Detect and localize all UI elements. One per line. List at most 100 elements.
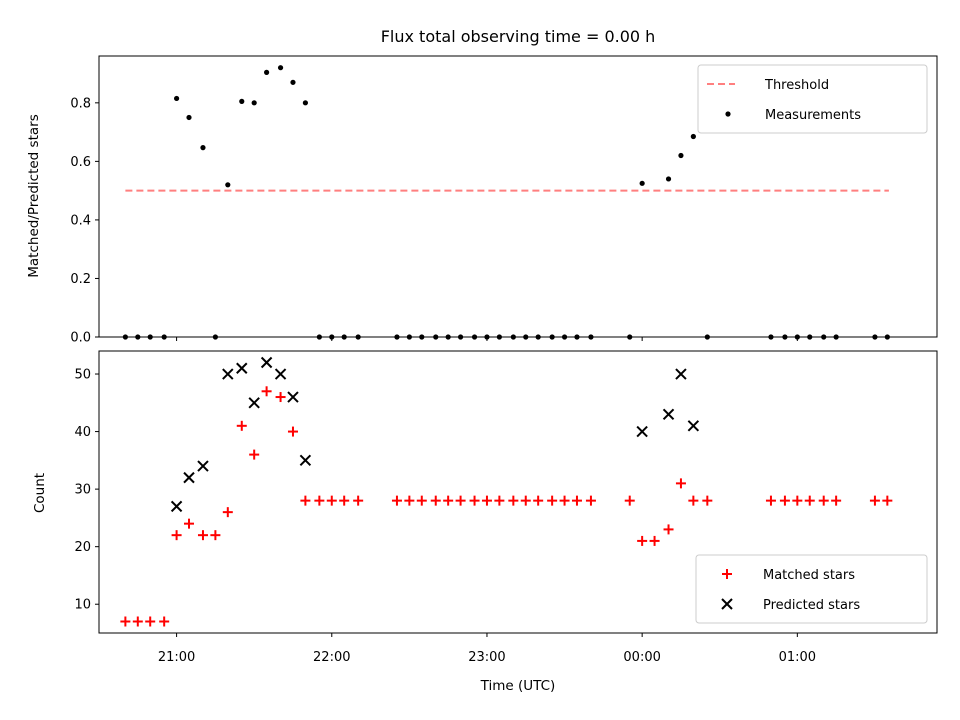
legend-predicted-swatch bbox=[721, 598, 733, 610]
cross-b bbox=[236, 362, 248, 374]
legend-threshold-label: Threshold bbox=[764, 78, 829, 93]
bottom-y-tick-label: 10 bbox=[74, 598, 91, 613]
measurement-point bbox=[186, 114, 192, 121]
matched-star-point bbox=[533, 495, 544, 506]
matched-star-point bbox=[171, 530, 182, 541]
cross-b bbox=[197, 460, 209, 472]
cross-b bbox=[721, 598, 733, 610]
matched-star-point bbox=[455, 495, 466, 506]
matched-star-point bbox=[508, 495, 519, 506]
bottom-x-tick-label: 22:00 bbox=[313, 650, 350, 665]
measurement-point bbox=[225, 182, 231, 188]
cross-b bbox=[662, 408, 675, 421]
bottom-legend-box bbox=[695, 554, 928, 624]
bottom-x-tick-label: 01:00 bbox=[779, 650, 816, 665]
cross-b bbox=[260, 356, 273, 369]
matched-star-point bbox=[404, 495, 415, 506]
matched-star-point bbox=[443, 495, 454, 506]
matched-star-point bbox=[520, 495, 531, 506]
matched-star-point bbox=[882, 495, 893, 506]
matched-star-point bbox=[430, 495, 441, 506]
predicted-star-point bbox=[299, 454, 312, 467]
top-y-tick-label: 0.8 bbox=[70, 96, 91, 111]
bottom-y-axis-label: Count bbox=[32, 473, 48, 513]
top-legend-box bbox=[697, 64, 928, 134]
measurement-point bbox=[277, 65, 284, 71]
bottom-y-tick-label: 20 bbox=[74, 540, 91, 555]
bottom-x-tick-label: 23:00 bbox=[468, 650, 505, 665]
cross-b bbox=[274, 368, 287, 380]
predicted-star-point bbox=[236, 362, 248, 374]
predicted-star-point bbox=[662, 408, 675, 421]
cross-b bbox=[222, 368, 234, 380]
matched-star-point bbox=[184, 518, 195, 529]
measurement-point bbox=[678, 152, 684, 159]
matched-star-point bbox=[132, 616, 143, 627]
matched-star-point bbox=[197, 530, 208, 541]
matched-star-point bbox=[145, 616, 156, 627]
matched-star-point bbox=[339, 495, 350, 506]
predicted-star-point bbox=[636, 425, 648, 438]
matched-star-point bbox=[547, 495, 558, 506]
predicted-star-point bbox=[248, 397, 260, 409]
matched-star-point bbox=[353, 495, 364, 506]
matched-star-point bbox=[624, 495, 635, 506]
top-y-tick-label: 0.4 bbox=[70, 213, 91, 228]
predicted-star-point bbox=[287, 391, 299, 403]
predicted-star-point bbox=[197, 460, 209, 472]
matched-star-point bbox=[869, 495, 880, 506]
matched-star-point bbox=[831, 495, 842, 506]
predicted-star-point bbox=[222, 368, 234, 380]
matched-star-point bbox=[391, 495, 402, 506]
bottom-x-tick-label: 00:00 bbox=[623, 650, 660, 665]
matched-star-point bbox=[326, 495, 337, 506]
legend-matched-label: Matched stars bbox=[763, 568, 855, 583]
matched-star-point bbox=[804, 495, 815, 506]
top-axes-frame bbox=[98, 55, 938, 338]
measurement-point bbox=[251, 100, 257, 106]
measurement-point bbox=[690, 133, 696, 140]
matched-star-point bbox=[261, 386, 272, 397]
matched-star-point bbox=[481, 495, 492, 506]
matched-star-point bbox=[649, 535, 660, 546]
matched-star-point bbox=[222, 507, 233, 518]
matched-star-point bbox=[300, 495, 311, 506]
matched-star-point bbox=[494, 495, 505, 506]
matched-star-point bbox=[765, 495, 776, 506]
predicted-star-point bbox=[687, 420, 700, 432]
matched-star-point bbox=[236, 420, 247, 431]
matched-star-point bbox=[663, 524, 674, 535]
top-legend: Threshold Measurements bbox=[697, 64, 928, 134]
matched-star-point bbox=[637, 535, 648, 546]
predicted-star-point bbox=[675, 368, 687, 380]
cross-b bbox=[170, 500, 183, 513]
matched-star-point bbox=[210, 530, 221, 541]
cross-b bbox=[183, 471, 195, 484]
cross-b bbox=[248, 397, 260, 409]
legend-measurements-swatch bbox=[725, 111, 731, 117]
measurement-point bbox=[264, 69, 270, 75]
predicted-star-point bbox=[183, 471, 195, 484]
bottom-y-tick-label: 30 bbox=[74, 483, 91, 498]
matched-star-point bbox=[585, 495, 596, 506]
bottom-y-tick-label: 50 bbox=[74, 368, 91, 383]
top-y-tick-label: 0.0 bbox=[70, 331, 91, 346]
cross-b bbox=[636, 425, 648, 438]
bottom-y-tick-label: 40 bbox=[74, 425, 91, 440]
legend-matched-swatch bbox=[722, 569, 732, 579]
cross-b bbox=[287, 391, 299, 403]
cross-b bbox=[675, 368, 687, 380]
measurement-point bbox=[290, 79, 296, 85]
matched-star-point bbox=[120, 616, 131, 627]
cross-b bbox=[299, 454, 312, 467]
matched-star-point bbox=[469, 495, 480, 506]
x-axis-label: Time (UTC) bbox=[480, 678, 556, 694]
matched-star-point bbox=[818, 495, 829, 506]
chart-title: Flux total observing time = 0.00 h bbox=[381, 27, 656, 46]
measurement-point bbox=[665, 176, 672, 182]
matched-star-point bbox=[249, 449, 260, 460]
matched-star-point bbox=[275, 392, 286, 403]
matched-star-point bbox=[571, 495, 582, 506]
bottom-x-tick-label: 21:00 bbox=[158, 650, 195, 665]
